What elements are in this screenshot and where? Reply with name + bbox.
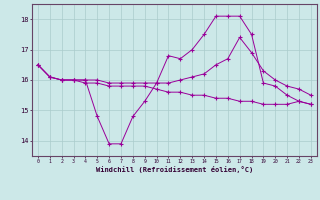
X-axis label: Windchill (Refroidissement éolien,°C): Windchill (Refroidissement éolien,°C) [96, 166, 253, 173]
